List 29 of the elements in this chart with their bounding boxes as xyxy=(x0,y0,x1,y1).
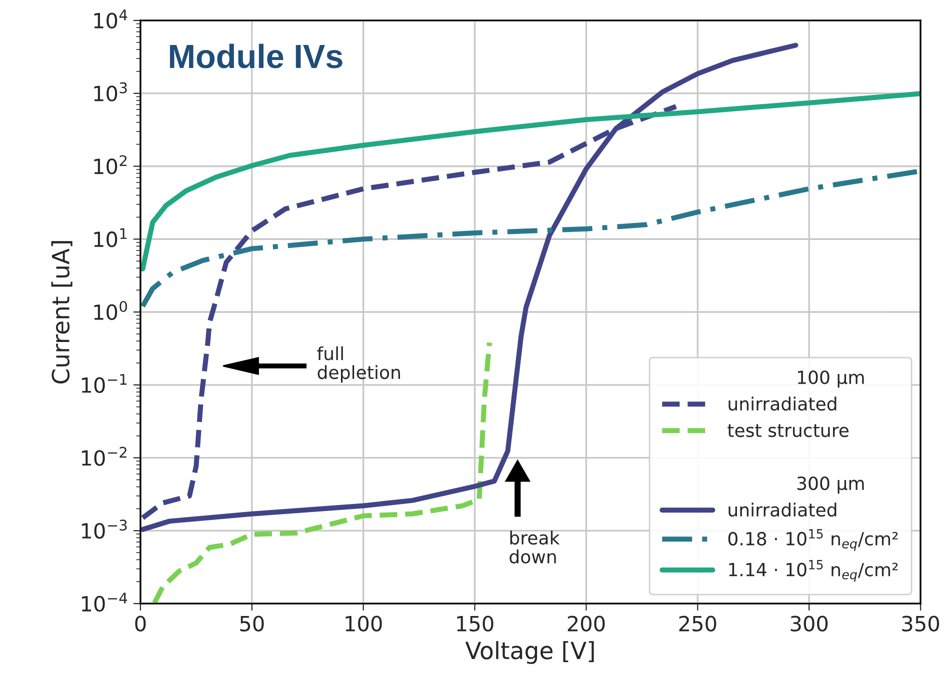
x-tick-label: 350 xyxy=(902,616,940,632)
legend-label: test structure xyxy=(728,424,849,438)
y-tick-label: 10$^{2}$ xyxy=(94,155,127,174)
x-tick-label: 50 xyxy=(240,616,264,632)
y-axis-title: Current [uA] xyxy=(51,241,72,384)
y-tick-label: 10$^{−1}$ xyxy=(82,374,127,393)
y-tick-label: 10$^{−2}$ xyxy=(82,446,126,466)
legend-label: 1.14 · 10$^{15}$ n$_{eq}$/cm² xyxy=(729,560,898,582)
y-tick-label: 10$^{3}$ xyxy=(94,82,127,102)
annotation: break down xyxy=(510,530,560,564)
x-tick-label: 0 xyxy=(135,616,146,632)
y-tick-label: 10$^{4}$ xyxy=(94,10,128,29)
x-tick-label: 100 xyxy=(346,616,382,632)
legend-label: unirradiated xyxy=(728,502,836,517)
x-tick-label: 300 xyxy=(790,616,828,632)
x-tick-label: 200 xyxy=(568,616,605,632)
y-tick-label: 10$^{−3}$ xyxy=(82,520,127,539)
y-tick-label: 10$^{0}$ xyxy=(94,300,127,320)
y-tick-label: 10$^{1}$ xyxy=(94,228,127,248)
annotation: full depletion xyxy=(317,346,400,383)
annotation: 300 µm xyxy=(797,476,864,494)
text: Module IVs xyxy=(170,44,342,68)
x-tick-label: 250 xyxy=(679,616,716,632)
legend-label: unirradiated xyxy=(728,396,836,411)
legend-label: 0.18 · 10$^{15}$ n$_{eq}$/cm² xyxy=(728,529,898,551)
x-tick-label: 150 xyxy=(457,616,494,632)
annotation: 100 µm xyxy=(798,370,864,388)
y-tick-label: 10$^{−4}$ xyxy=(82,592,128,612)
x-axis-title: Voltage [V] xyxy=(465,641,594,664)
